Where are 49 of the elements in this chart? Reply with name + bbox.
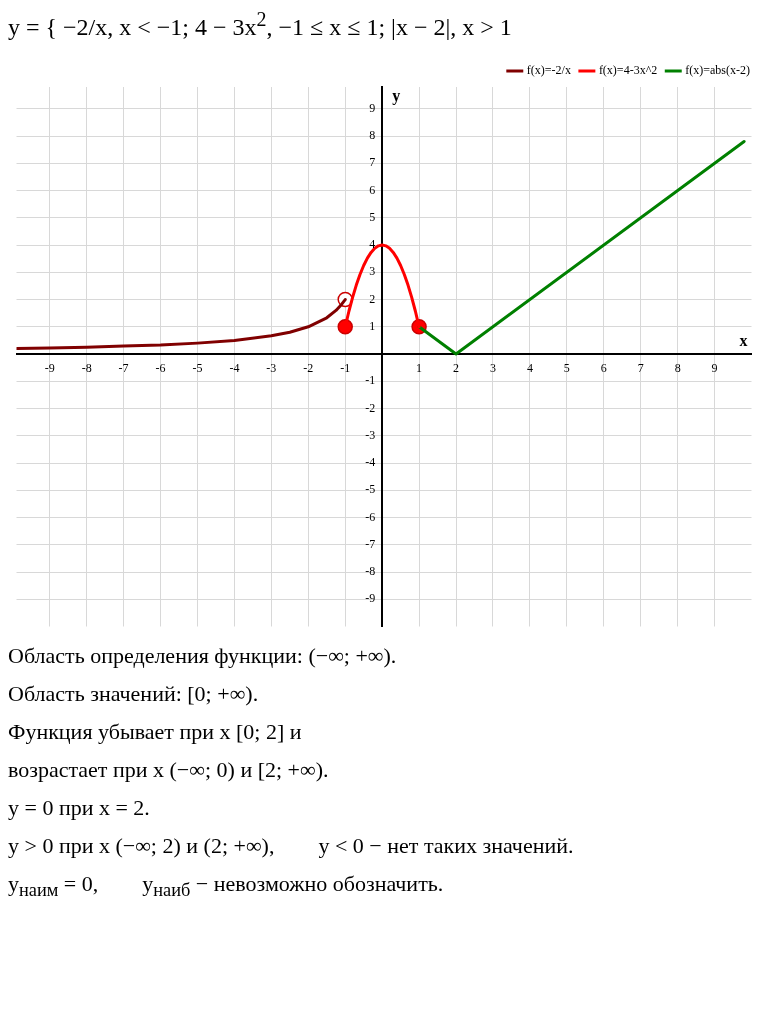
chart-title: y = { −2/x, x < −1; 4 − 3x$^{2}$, −1 ≤ x ≤ 1; |x − 2|, x > 1 bbox=[8, 8, 513, 41]
x-tick-label: -4 bbox=[229, 361, 240, 376]
x-tick-label: 3 bbox=[489, 361, 496, 376]
y-tick-label: 5 bbox=[369, 209, 376, 224]
x-tick-label: -7 bbox=[118, 361, 129, 376]
x-tick-label: 4 bbox=[526, 361, 533, 376]
y-tick-label: 6 bbox=[369, 182, 376, 197]
y-tick-label: -3 bbox=[365, 427, 376, 442]
text: возрастает при x (−∞; 0) и [2; +∞). bbox=[8, 757, 330, 783]
y-tick-label: 3 bbox=[369, 264, 376, 279]
y-axis-title: y bbox=[392, 87, 401, 106]
legend-label: f(x)=-2/x bbox=[526, 63, 571, 78]
x-tick-label: -9 bbox=[44, 361, 55, 376]
y-tick-label: -2 bbox=[365, 400, 376, 415]
x-tick-label: -5 bbox=[192, 361, 203, 376]
y-tick-label: -9 bbox=[365, 591, 376, 606]
x-tick-label: 6 bbox=[600, 361, 607, 376]
x-tick-label: -1 bbox=[340, 361, 351, 376]
legend-label: f(x)=abs(x-2) bbox=[685, 63, 751, 78]
text: Функция убывает при x [0; 2] и bbox=[8, 719, 303, 745]
y-tick-label: 9 bbox=[369, 100, 376, 115]
x-tick-label: 7 bbox=[637, 361, 644, 376]
text: y > 0 при x (−∞; 2) и (2; +∞), y < 0 − нет таких значений. bbox=[8, 833, 575, 859]
x-axis-title: x bbox=[739, 332, 748, 350]
y-tick-label: 7 bbox=[369, 155, 376, 170]
y-tick-label: -5 bbox=[365, 482, 376, 497]
y-tick-label: -1 bbox=[365, 373, 376, 388]
x-tick-label: 9 bbox=[711, 361, 718, 376]
y-tick-label: 4 bbox=[369, 237, 376, 252]
y-tick-label: -7 bbox=[365, 536, 376, 551]
x-tick-label: -8 bbox=[81, 361, 92, 376]
y-tick-label: -8 bbox=[365, 564, 376, 579]
x-tick-label: -2 bbox=[303, 361, 314, 376]
x-tick-label: 5 bbox=[563, 361, 570, 376]
y-tick-label: 1 bbox=[369, 318, 376, 333]
x-tick-label: -6 bbox=[155, 361, 166, 376]
x-tick-label: 1 bbox=[416, 361, 423, 376]
text: Область определения функции: (−∞; +∞). bbox=[8, 643, 398, 669]
text: Область значений: [0; +∞). bbox=[8, 681, 260, 707]
text: y$_{наим}$ = 0, y$_{наиб}$ − невозможно обозначить. bbox=[8, 871, 445, 902]
y-tick-label: 8 bbox=[369, 128, 376, 143]
text: y = 0 при x = 2. bbox=[8, 795, 151, 821]
x-tick-label: 2 bbox=[453, 361, 460, 376]
y-tick-label: -6 bbox=[365, 509, 376, 524]
y-tick-label: 2 bbox=[369, 291, 376, 306]
legend-label: f(x)=4-3x^2 bbox=[598, 63, 658, 78]
x-tick-label: -3 bbox=[266, 361, 277, 376]
y-tick-label: -4 bbox=[365, 455, 376, 470]
x-tick-label: 8 bbox=[674, 361, 681, 376]
